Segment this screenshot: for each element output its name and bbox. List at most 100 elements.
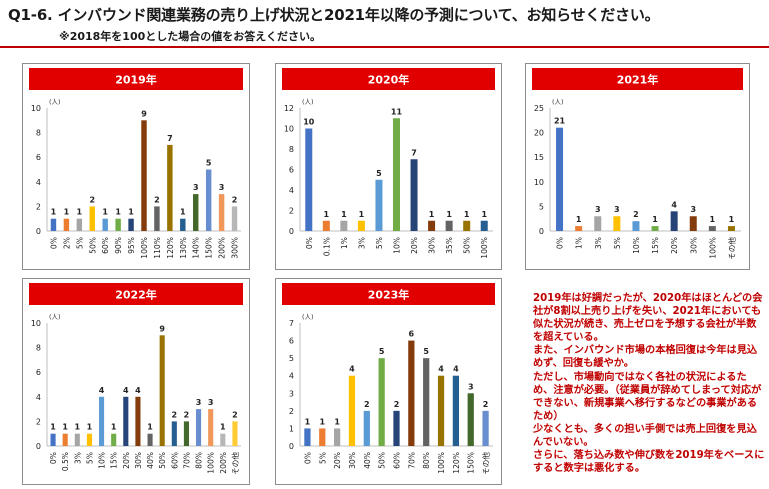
data-label: 1 xyxy=(180,208,186,217)
chart-0: 2019年 (人) 0 2 4 6 8 10 1 0% 1 2% 1 5% 2 50% 1 60% 1 90% 1 95%… xyxy=(29,68,243,259)
x-tick-label: 1% xyxy=(340,237,349,249)
bar xyxy=(363,410,370,446)
bar xyxy=(393,118,400,231)
data-label: 1 xyxy=(334,417,340,426)
y-tick-label: 2 xyxy=(289,407,294,416)
x-tick-label: 15% xyxy=(110,452,119,469)
y-tick-label: 12 xyxy=(284,104,294,113)
x-tick-label: 150% xyxy=(467,452,476,474)
bar xyxy=(410,159,418,231)
y-unit-label: (人) xyxy=(302,313,314,321)
data-label: 3 xyxy=(208,398,214,407)
x-tick-label: 120% xyxy=(452,452,461,474)
chart-title: 2023年 xyxy=(368,288,410,302)
note-line: 2019年は好調だったが、2020年はほとんどの会社が8割以上売り上げを失い、2… xyxy=(533,293,763,344)
y-tick-label: 10 xyxy=(31,319,41,328)
bar xyxy=(218,194,225,231)
bar xyxy=(708,226,716,231)
x-tick-label: 300% xyxy=(231,237,240,259)
data-label: 2 xyxy=(172,410,178,419)
chart-title-bar xyxy=(29,283,243,305)
bar xyxy=(556,127,564,231)
data-label: 2 xyxy=(394,400,400,409)
x-tick-label: 100% xyxy=(708,237,717,259)
y-tick-label: 4 xyxy=(36,393,41,402)
x-tick-label: 100% xyxy=(480,237,489,259)
data-label: 2 xyxy=(154,195,160,204)
bar xyxy=(467,393,474,446)
bar xyxy=(463,220,471,231)
data-label: 1 xyxy=(147,423,153,432)
chart-panel-2023: 2023年 (人) 0 1 2 3 4 5 6 7 1 0% 1 5% 1 20% 4 30% 2 40% 5 50% 2 6… xyxy=(275,278,502,485)
data-label: 9 xyxy=(141,109,147,118)
chart-title-bar xyxy=(532,68,743,90)
bar xyxy=(193,194,199,231)
bar xyxy=(115,218,121,231)
data-label: 1 xyxy=(62,423,68,432)
bar xyxy=(613,216,621,231)
data-label: 1 xyxy=(305,417,311,426)
y-tick-label: 7 xyxy=(289,319,294,328)
x-tick-label: 0% xyxy=(49,452,58,464)
x-tick-label: 5% xyxy=(318,452,327,464)
y-tick-label: 10 xyxy=(534,178,544,187)
data-label: 1 xyxy=(111,423,117,432)
chart-4: 2023年(人)0123456710%15%120%430%240%550%26… xyxy=(282,283,495,475)
bar xyxy=(76,218,83,231)
data-label: 6 xyxy=(409,330,415,339)
x-tick-label: 130% xyxy=(179,237,188,259)
data-label: 7 xyxy=(411,148,417,157)
data-label: 10 xyxy=(303,118,315,127)
data-label: 1 xyxy=(51,208,57,217)
x-tick-label: 0% xyxy=(556,237,565,249)
y-tick-label: 5 xyxy=(289,354,294,363)
data-label: 1 xyxy=(128,208,134,217)
y-tick-label: 4 xyxy=(289,186,294,195)
x-tick-label: 60% xyxy=(393,452,402,469)
data-label: 3 xyxy=(595,205,601,214)
data-label: 1 xyxy=(576,215,582,224)
y-tick-label: 8 xyxy=(289,145,294,154)
data-label: 1 xyxy=(481,210,487,219)
x-tick-label: 60% xyxy=(101,237,110,254)
y-tick-label: 4 xyxy=(289,372,294,381)
data-label: 4 xyxy=(453,365,459,374)
x-tick-label: 30% xyxy=(348,452,357,469)
data-label: 9 xyxy=(159,324,165,333)
x-tick-label: 70% xyxy=(182,452,191,469)
bar xyxy=(86,433,92,446)
note-line: さらに、落ち込み数や伸び数を2019年をベースにすると数字は悪化する。 xyxy=(533,450,765,475)
y-tick-label: 20 xyxy=(534,129,544,138)
bar xyxy=(196,409,202,446)
x-tick-label: 3% xyxy=(357,237,366,249)
bar xyxy=(423,358,430,446)
data-label: 5 xyxy=(376,169,382,178)
x-tick-label: 0.5% xyxy=(61,452,70,471)
bar xyxy=(437,375,445,446)
data-label: 1 xyxy=(102,208,108,217)
y-tick-label: 2 xyxy=(36,417,41,426)
bar xyxy=(128,218,134,231)
chart-2: 2021年(人)0510152025210%11%33%35%210%115%4… xyxy=(532,68,743,260)
bar xyxy=(378,358,385,446)
bar xyxy=(482,410,489,446)
x-tick-label: 80% xyxy=(422,452,431,469)
data-label: 1 xyxy=(50,423,56,432)
bar xyxy=(333,428,341,446)
bar xyxy=(141,120,147,231)
x-tick-label: 20% xyxy=(670,237,679,254)
data-label: 2 xyxy=(483,400,489,409)
bar xyxy=(445,220,453,231)
bar xyxy=(167,144,173,231)
x-tick-label: 150% xyxy=(205,237,214,259)
x-tick-label: 40% xyxy=(363,452,372,469)
title-divider xyxy=(0,46,769,48)
data-label: 1 xyxy=(359,210,365,219)
data-label: 5 xyxy=(379,347,385,356)
x-tick-label: 30% xyxy=(428,237,437,254)
chart-title-bar xyxy=(282,68,495,90)
data-label: 1 xyxy=(324,210,330,219)
page-subtitle: ※2018年を100とした場合の値をお答えください。 xyxy=(59,30,321,43)
chart-title: 2020年 xyxy=(368,73,410,87)
x-tick-label: 20% xyxy=(122,452,131,469)
